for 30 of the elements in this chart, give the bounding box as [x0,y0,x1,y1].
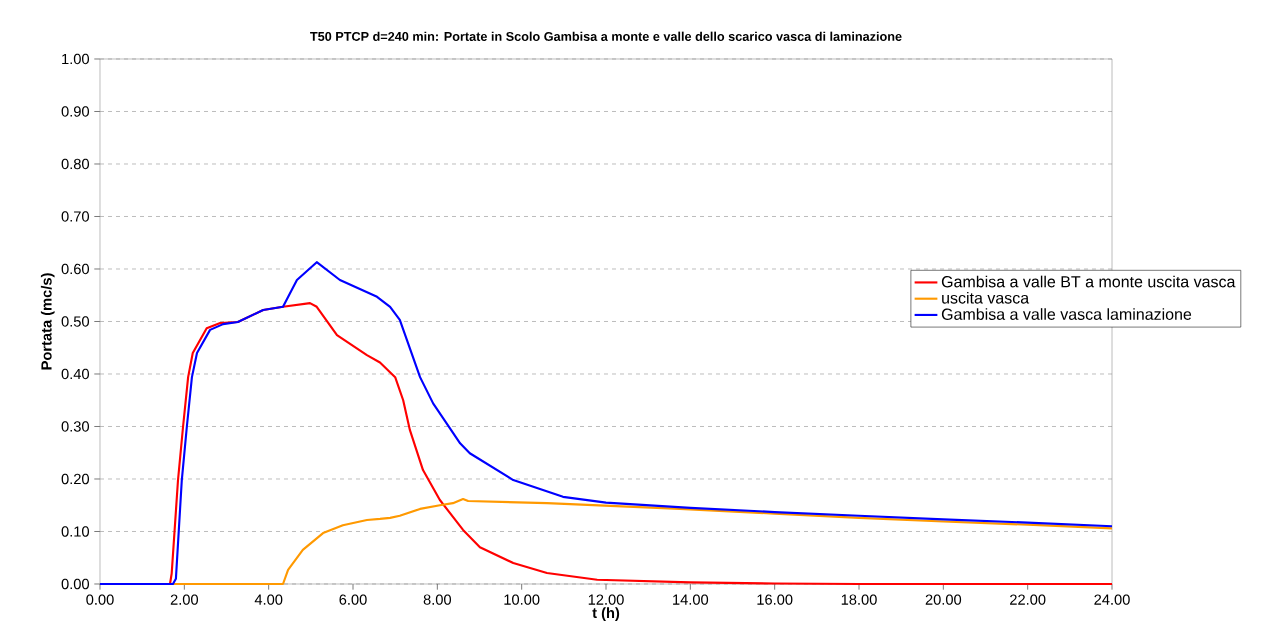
legend-label: uscita vasca [942,291,1030,304]
x-tick-label: 22.00 [1010,594,1046,605]
x-tick-label: 14.00 [673,594,709,605]
x-tick-label: 18.00 [841,594,877,605]
chart-title: T50 PTCP d=240 min: Portate in Scolo Gambisa a monte e valle dello scarico vasca di laminazione [310,31,902,41]
legend-label: Gambisa a valle vasca laminazione [941,308,1192,320]
x-tick-label: 16.00 [757,594,793,605]
y-tick-label: 0.50 [61,316,90,327]
legend-label: Gambisa a valle BT a monte uscita vasca [941,275,1236,288]
y-tick-label: 0.30 [61,421,90,432]
y-tick-label: 1.00 [62,53,90,65]
y-tick-label: 0.20 [61,473,90,485]
x-tick-label: 4.00 [254,594,283,605]
y-tick-label: 0.00 [61,578,90,590]
y-tick-label: 0.10 [61,526,90,537]
x-tick-label: 8.00 [423,594,452,605]
y-tick-label: 0.70 [61,211,90,222]
y-tick-label: 0.90 [61,106,90,117]
x-tick-label: 0.00 [86,594,114,605]
x-tick-label: 6.00 [339,594,367,605]
x-tick-label: 2.00 [170,594,199,605]
x-tick-label: 20.00 [925,594,962,605]
y-tick-label: 0.60 [61,263,90,275]
x-tick-label: 10.00 [504,594,540,605]
x-tick-label: 24.00 [1094,594,1130,605]
x-axis-title: t (h) [592,607,620,621]
y-tick-label: 0.40 [61,368,90,380]
y-axis-title: Portata (mc/s) [40,273,55,370]
y-tick-label: 0.80 [61,158,90,170]
x-tick-label: 12.00 [588,594,624,605]
